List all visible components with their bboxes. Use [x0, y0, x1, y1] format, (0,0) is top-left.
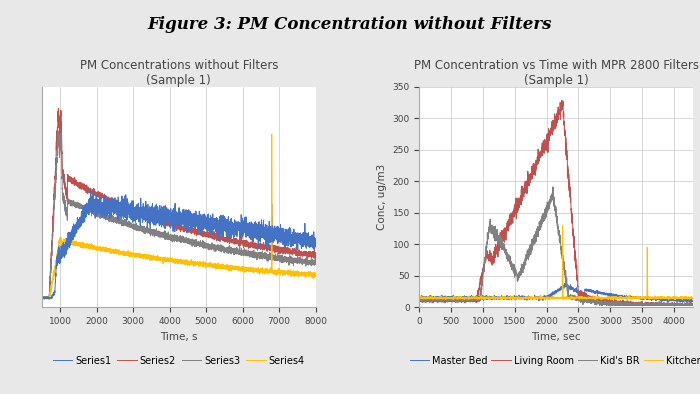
Living Room: [650, 301, 658, 306]
Series3: [237, 250, 245, 255]
Kitchen: [415, 296, 424, 300]
Master Bed: [650, 297, 658, 302]
Series3: [55, 129, 63, 134]
Series2: [289, 250, 298, 255]
Living Room: [605, 303, 613, 308]
Kitchen: [421, 294, 429, 299]
Master Bed: [638, 297, 647, 301]
Master Bed: [522, 295, 530, 300]
X-axis label: Time, sec: Time, sec: [531, 332, 581, 342]
Living Room: [421, 299, 429, 303]
Series3: [38, 296, 46, 300]
Line: Master Bed: Master Bed: [419, 283, 693, 302]
X-axis label: Time, s: Time, s: [160, 332, 197, 342]
Kitchen: [537, 298, 545, 303]
Legend: Series1, Series2, Series3, Series4: Series1, Series2, Series3, Series4: [49, 352, 309, 370]
Kitchen: [650, 295, 658, 300]
Series2: [303, 254, 312, 258]
Kitchen: [559, 223, 567, 228]
Series3: [155, 231, 163, 236]
Living Room: [659, 300, 668, 305]
Master Bed: [689, 299, 697, 303]
Kid's BR: [638, 303, 647, 307]
Kid's BR: [522, 259, 530, 264]
Series1: [155, 215, 163, 219]
Series1: [41, 297, 49, 301]
Series4: [38, 296, 46, 301]
Series4: [312, 274, 320, 279]
Series1: [289, 236, 298, 240]
Kid's BR: [415, 295, 424, 300]
Living Room: [522, 183, 530, 188]
Kid's BR: [548, 184, 556, 189]
Living Room: [558, 98, 566, 102]
Kid's BR: [421, 298, 429, 303]
Series4: [153, 258, 161, 262]
Series2: [237, 242, 245, 247]
Kid's BR: [568, 297, 576, 301]
Series1: [168, 216, 176, 221]
Line: Series1: Series1: [42, 190, 316, 299]
Series3: [168, 235, 176, 240]
Series1: [38, 296, 46, 300]
Line: Series4: Series4: [42, 134, 316, 299]
Line: Kitchen: Kitchen: [419, 225, 693, 300]
Master Bed: [678, 300, 687, 305]
Legend: Master Bed, Living Room, Kid's BR, Kitchen: Master Bed, Living Room, Kid's BR, Kitch…: [406, 352, 700, 370]
Living Room: [568, 221, 576, 226]
Series1: [237, 223, 245, 228]
Series2: [153, 219, 161, 223]
Kitchen: [689, 296, 697, 300]
Kid's BR: [596, 303, 604, 308]
Series2: [54, 106, 62, 111]
Living Room: [415, 299, 424, 303]
Master Bed: [561, 281, 569, 286]
Series4: [303, 271, 312, 276]
Series3: [289, 259, 298, 264]
Title: PM Concentration vs Time with MPR 2800 Filters
(Sample 1): PM Concentration vs Time with MPR 2800 F…: [414, 59, 699, 87]
Master Bed: [568, 287, 576, 292]
Title: PM Concentrations without Filters
(Sample 1): PM Concentrations without Filters (Sampl…: [80, 59, 278, 87]
Series4: [168, 258, 176, 262]
Series4: [267, 132, 276, 137]
Kitchen: [522, 296, 530, 300]
Master Bed: [421, 296, 429, 300]
Text: Figure 3: PM Concentration without Filters: Figure 3: PM Concentration without Filte…: [148, 16, 552, 33]
Kitchen: [568, 296, 577, 300]
Master Bed: [415, 295, 424, 299]
Series2: [46, 296, 54, 301]
Series3: [303, 260, 312, 265]
Y-axis label: Conc, ug/m3: Conc, ug/m3: [377, 164, 387, 230]
Series2: [312, 252, 320, 257]
Series4: [155, 256, 163, 261]
Series4: [46, 297, 54, 302]
Series3: [312, 258, 320, 262]
Kid's BR: [650, 303, 658, 308]
Series2: [168, 220, 176, 225]
Series1: [303, 240, 312, 245]
Series2: [38, 295, 46, 299]
Kitchen: [638, 296, 647, 300]
Series4: [237, 267, 245, 272]
Series4: [289, 272, 298, 277]
Line: Series3: Series3: [42, 131, 316, 299]
Series1: [153, 216, 161, 221]
Kid's BR: [689, 303, 697, 308]
Living Room: [638, 303, 647, 307]
Kitchen: [659, 296, 668, 300]
Series1: [312, 238, 320, 243]
Living Room: [689, 303, 697, 308]
Kid's BR: [659, 301, 668, 306]
Series2: [155, 219, 163, 223]
Series3: [40, 296, 48, 301]
Line: Kid's BR: Kid's BR: [419, 187, 693, 305]
Master Bed: [659, 298, 668, 303]
Line: Series2: Series2: [42, 108, 316, 299]
Series3: [153, 232, 161, 237]
Series1: [86, 188, 94, 192]
Line: Living Room: Living Room: [419, 100, 693, 305]
